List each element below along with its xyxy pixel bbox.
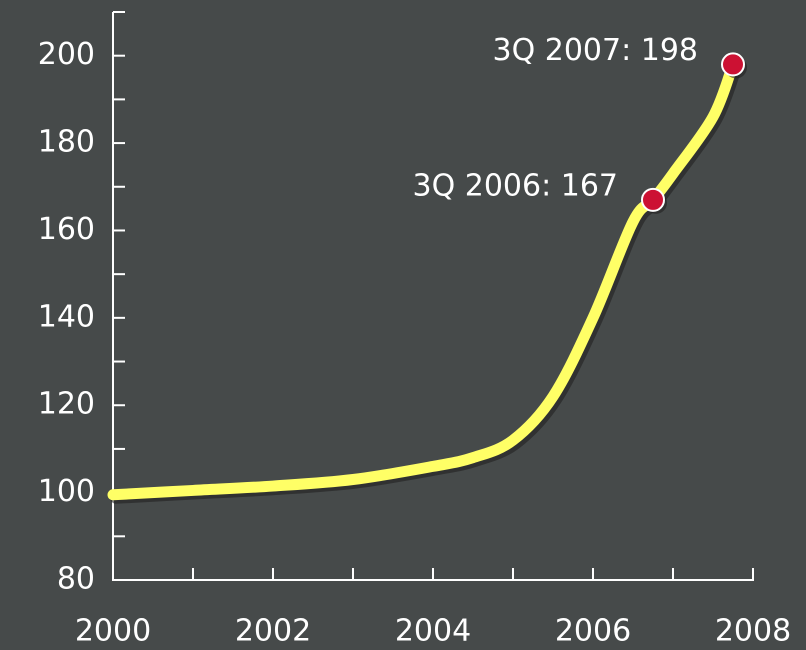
- y-tick-label: 180: [38, 125, 95, 160]
- highlight-marker: [721, 52, 745, 77]
- x-tick-label: 2006: [555, 614, 631, 649]
- annotation: 3Q 2006: 167: [413, 168, 619, 203]
- highlight-marker: [641, 187, 665, 212]
- x-tick-label: 2002: [235, 614, 311, 649]
- x-tick-label: 2004: [395, 614, 471, 649]
- line: [107, 58, 739, 501]
- y-tick-label: 200: [38, 37, 95, 72]
- y-tick-label: 100: [38, 474, 95, 509]
- annotation: 3Q 2007: 198: [493, 33, 699, 68]
- x-tick-label: 2000: [75, 614, 151, 649]
- y-tick-label: 80: [57, 562, 95, 597]
- line-shadow: [110, 61, 742, 504]
- x-tick-label: 2008: [715, 614, 791, 649]
- y-tick-label: 120: [38, 387, 95, 422]
- y-tick-label: 160: [38, 212, 95, 247]
- y-tick-label: 140: [38, 299, 95, 334]
